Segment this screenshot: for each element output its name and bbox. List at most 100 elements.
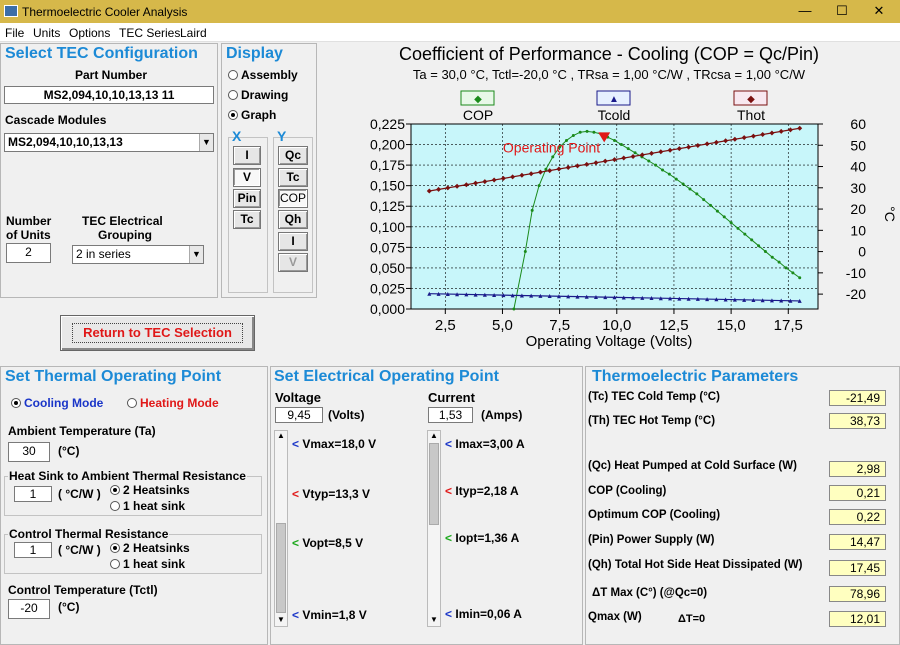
param-label-th: (Th) TEC Hot Temp (°C): [588, 415, 716, 427]
scroll-down-icon[interactable]: ▼: [430, 615, 438, 624]
params-panel: [585, 366, 900, 645]
ambient-field[interactable]: 30: [8, 442, 50, 462]
current-field[interactable]: 1,53: [428, 407, 473, 423]
tcold-point: [649, 296, 654, 301]
radio-icon[interactable]: [110, 559, 120, 569]
scroll-up-icon[interactable]: ▲: [277, 431, 285, 440]
cop-point: [777, 260, 781, 264]
radio-selected-icon[interactable]: [110, 485, 120, 495]
x-tick-label: 15,0: [717, 317, 746, 334]
menu-options[interactable]: Options: [69, 26, 111, 40]
iopt-mark: Iopt=1,36 A: [455, 531, 520, 545]
ctrl-two-heatsinks[interactable]: 2 Heatsinks: [110, 541, 190, 555]
menu-tec-series[interactable]: TEC Series: [119, 26, 181, 40]
dt-zero-label: ΔT=0: [678, 613, 706, 625]
radio-selected-icon[interactable]: [110, 543, 120, 553]
y-button-v[interactable]: V: [278, 253, 308, 272]
cop-point: [558, 145, 562, 149]
y-button-i[interactable]: I: [278, 232, 308, 251]
thot-point: [639, 152, 645, 158]
radio-icon[interactable]: [228, 70, 238, 80]
minimize-button[interactable]: —: [798, 3, 812, 18]
cop-point: [757, 244, 761, 248]
radio-selected-icon[interactable]: [11, 398, 21, 408]
radio-selected-icon[interactable]: [228, 110, 238, 120]
cascade-select[interactable]: MS2,094,10,10,13,13 ▼: [4, 133, 214, 152]
radio-icon[interactable]: [127, 398, 137, 408]
voltage-field[interactable]: 9,45: [275, 407, 323, 423]
control-temp-field[interactable]: -20: [8, 599, 50, 619]
current-slider-thumb[interactable]: [429, 443, 439, 525]
x-button-i[interactable]: I: [233, 146, 261, 165]
grouping-value: 2 in series: [76, 247, 131, 261]
vtyp-mark: Vtyp=13,3 V: [302, 487, 371, 501]
ctrl-one-heatsink[interactable]: 1 heat sink: [110, 557, 185, 571]
close-button[interactable]: ✕: [873, 3, 885, 18]
right-tick-label: -10: [846, 265, 866, 281]
chevron-down-icon[interactable]: ▼: [189, 246, 203, 263]
return-button[interactable]: Return to TEC Selection: [60, 315, 255, 351]
scroll-down-icon[interactable]: ▼: [277, 615, 285, 624]
menu-file[interactable]: File: [5, 26, 25, 40]
title-bar: Thermoelectric Cooler Analysis — ☐ ✕: [0, 0, 900, 23]
left-tick-label: 0,175: [370, 157, 405, 173]
right-axis-title: °C: [882, 206, 898, 222]
chevron-down-icon[interactable]: ▼: [199, 134, 213, 151]
cop-chart: Coefficient of Performance - Cooling (CO…: [319, 42, 900, 364]
grouping-select[interactable]: 2 in series ▼: [72, 245, 204, 264]
cooling-mode-radio[interactable]: Cooling Mode: [11, 396, 103, 410]
left-tick-label: 0,225: [370, 116, 405, 132]
radio-icon[interactable]: [228, 90, 238, 100]
control-resistance-field[interactable]: 1: [14, 542, 52, 558]
x-button-tc[interactable]: Tc: [233, 210, 261, 229]
part-number-field[interactable]: MS2,094,10,10,13,13 11: [4, 86, 214, 104]
y-button-cop[interactable]: COP: [278, 189, 308, 208]
x-button-pin[interactable]: Pin: [233, 189, 261, 208]
voltage-slider[interactable]: ▲ ▼: [274, 430, 288, 627]
x-button-v[interactable]: V: [233, 168, 261, 187]
heatsink-field[interactable]: 1: [14, 486, 52, 502]
tcold-point: [668, 296, 673, 301]
ambient-unit: (°C): [58, 444, 80, 458]
y-button-qc[interactable]: Qc: [278, 146, 308, 165]
tcold-point: [473, 292, 478, 297]
tcold-point: [631, 295, 636, 300]
thot-point: [584, 161, 590, 167]
thot-point: [519, 172, 525, 178]
y-button-qh[interactable]: Qh: [278, 210, 308, 229]
control-resistance-title: Control Thermal Resistance: [8, 527, 170, 541]
part-number-label: Part Number: [75, 68, 148, 82]
tcold-point: [575, 294, 580, 299]
voltage-slider-thumb[interactable]: [276, 523, 286, 613]
legend-label-cop: COP: [463, 107, 493, 123]
param-label-qc: (Qc) Heat Pumped at Cold Surface (W): [588, 460, 797, 472]
param-label-qh: (Qh) Total Hot Side Heat Dissipated (W): [588, 559, 803, 571]
left-tick-label: 0,025: [370, 280, 405, 296]
thot-point: [426, 188, 432, 194]
menu-units[interactable]: Units: [33, 26, 61, 40]
thot-point: [436, 186, 442, 192]
vmin-mark: Vmin=1,8 V: [302, 608, 367, 622]
hs-one-heatsink[interactable]: 1 heat sink: [110, 499, 185, 513]
x-tick-label: 2,5: [435, 317, 456, 334]
menu-laird[interactable]: Laird: [180, 26, 207, 40]
thot-point: [491, 177, 497, 183]
display-option-graph[interactable]: Graph: [228, 108, 276, 122]
maximize-button[interactable]: ☐: [836, 3, 848, 18]
y-button-tc[interactable]: Tc: [278, 168, 308, 187]
hs-two-heatsinks[interactable]: 2 Heatsinks: [110, 483, 190, 497]
x-tick-label: 5,0: [492, 317, 513, 334]
display-option-assembly[interactable]: Assembly: [228, 68, 298, 82]
right-tick-label: 50: [850, 137, 866, 153]
scroll-up-icon[interactable]: ▲: [430, 431, 438, 440]
cop-point: [512, 307, 516, 311]
ambient-label: Ambient Temperature (Ta): [8, 424, 156, 438]
thermal-title: Set Thermal Operating Point: [5, 368, 222, 385]
tcold-point: [464, 292, 469, 297]
radio-icon[interactable]: [110, 501, 120, 511]
current-slider[interactable]: ▲ ▼: [427, 430, 441, 627]
display-option-drawing[interactable]: Drawing: [228, 88, 288, 102]
units-field[interactable]: 2: [6, 243, 51, 263]
legend-swatch-cop: [460, 90, 495, 106]
heating-mode-radio[interactable]: Heating Mode: [127, 396, 219, 410]
